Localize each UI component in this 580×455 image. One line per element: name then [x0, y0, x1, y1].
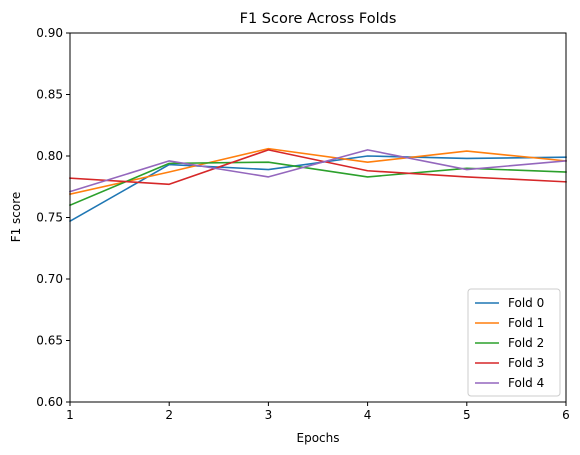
- legend: Fold 0 Fold 1 Fold 2 Fold 3 Fold 4: [467, 288, 561, 397]
- y-axis-title: F1 score: [9, 192, 23, 243]
- series-layer: [68, 147, 567, 223]
- y-tick-label: 0.85: [36, 88, 63, 102]
- x-axis-ticks: 1 2 3 4 5 6: [66, 402, 570, 422]
- x-tick-label: 4: [364, 408, 372, 422]
- legend-frame: [467, 288, 561, 397]
- y-axis-ticks: 0.60 0.65 0.70 0.75 0.80 0.85 0.90: [36, 26, 70, 409]
- series-line-fold-1: [69, 147, 567, 196]
- x-tick-label: 3: [265, 408, 273, 422]
- x-tick-label: 1: [66, 408, 74, 422]
- legend-label: Fold 1: [508, 316, 544, 330]
- series-line-fold-2: [68, 161, 567, 207]
- series-line-fold-0: [68, 155, 567, 223]
- x-axis-title: Epochs: [297, 431, 340, 445]
- y-tick-label: 0.70: [36, 272, 63, 286]
- legend-label: Fold 3: [508, 356, 544, 370]
- y-tick-label: 0.65: [36, 334, 63, 348]
- legend-label: Fold 2: [508, 336, 544, 350]
- x-tick-label: 2: [165, 408, 173, 422]
- series-line-fold-3: [69, 149, 567, 186]
- y-tick-label: 0.80: [36, 149, 63, 163]
- series-line-fold-4: [68, 149, 567, 193]
- y-tick-label: 0.90: [36, 26, 63, 40]
- x-tick-label: 6: [562, 408, 570, 422]
- y-tick-label: 0.75: [36, 211, 63, 225]
- x-tick-label: 5: [463, 408, 471, 422]
- chart-title: F1 Score Across Folds: [240, 11, 397, 27]
- legend-label: Fold 4: [508, 376, 544, 390]
- legend-label: Fold 0: [508, 296, 544, 310]
- y-tick-label: 0.60: [36, 395, 63, 409]
